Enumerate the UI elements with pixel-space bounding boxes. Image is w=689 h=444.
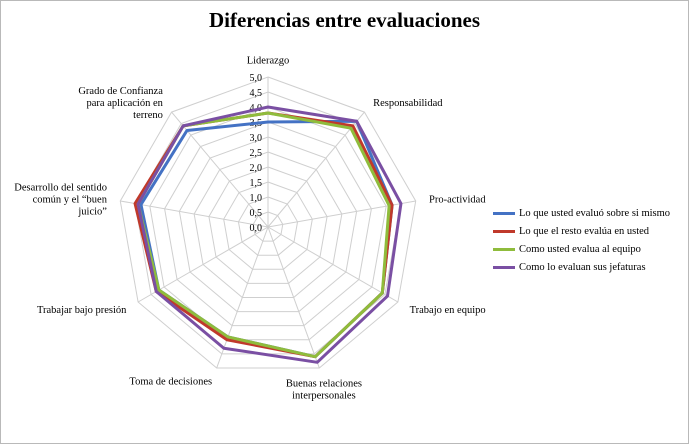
legend-swatch xyxy=(493,265,515,269)
axis-spoke xyxy=(267,226,320,369)
tick-label: 2,5 xyxy=(250,148,263,159)
axis-label: Responsabilidad xyxy=(373,98,443,109)
axis-label: Trabajar bajo presión xyxy=(37,305,127,316)
tick-label: 3,0 xyxy=(250,133,263,144)
axis-spoke xyxy=(216,226,269,369)
legend-swatch xyxy=(493,211,515,215)
axis-spoke xyxy=(267,111,365,228)
axis-spoke xyxy=(120,200,269,228)
legend-swatch xyxy=(493,229,515,233)
axis-label: Grado de Confianza para aplicación en terr… xyxy=(78,86,163,121)
legend-item: Lo que el resto evalúa en usted xyxy=(493,222,683,240)
chart-title: Diferencias entre evaluaciones xyxy=(208,8,480,32)
axis-label: Desarrollo del sentido común y el “buen ju… xyxy=(14,183,107,218)
series-line xyxy=(136,105,403,364)
grid-ring xyxy=(193,151,343,298)
grid-ring xyxy=(223,181,313,270)
axis-label: Toma de decisiones xyxy=(129,377,212,388)
chart-legend: Lo que usted evaluó sobre si mismo Lo qu… xyxy=(493,204,683,276)
grid-ring xyxy=(252,211,284,242)
legend-label: Lo que el resto evalúa en usted xyxy=(519,225,650,237)
axis-label: Pro-actividad xyxy=(429,195,486,206)
legend-item: Como usted evalua al equipo xyxy=(493,240,683,258)
tick-label: 1,5 xyxy=(250,178,263,189)
legend-label: Como lo evaluan sus jefaturas xyxy=(519,261,646,273)
legend-item: Lo que usted evaluó sobre si mismo xyxy=(493,204,683,222)
axis-label: Liderazgo xyxy=(247,56,290,67)
grid-ring xyxy=(149,106,387,341)
grid-ring xyxy=(208,166,328,284)
axis-spoke xyxy=(267,226,399,303)
axis-label: Buenas relaciones interpersonales xyxy=(286,379,362,402)
axis-label: Trabajo en equipo xyxy=(410,305,486,316)
grid-ring xyxy=(164,121,372,327)
legend-swatch xyxy=(493,247,515,251)
tick-label: 5,0 xyxy=(250,73,263,84)
tick-label: 1,0 xyxy=(250,193,263,204)
legend-item: Como lo evaluan sus jefaturas xyxy=(493,258,683,276)
tick-label: 0,0 xyxy=(250,223,263,234)
tick-label: 4,5 xyxy=(250,88,263,99)
tick-label: 2,0 xyxy=(250,163,263,174)
grid-ring xyxy=(237,196,299,256)
grid-ring xyxy=(178,136,358,313)
grid-ring xyxy=(119,76,417,369)
legend-label: Como usted evalua al equipo xyxy=(519,243,641,255)
tick-label: 0,5 xyxy=(250,208,263,219)
legend-label: Lo que usted evaluó sobre si mismo xyxy=(519,207,671,219)
